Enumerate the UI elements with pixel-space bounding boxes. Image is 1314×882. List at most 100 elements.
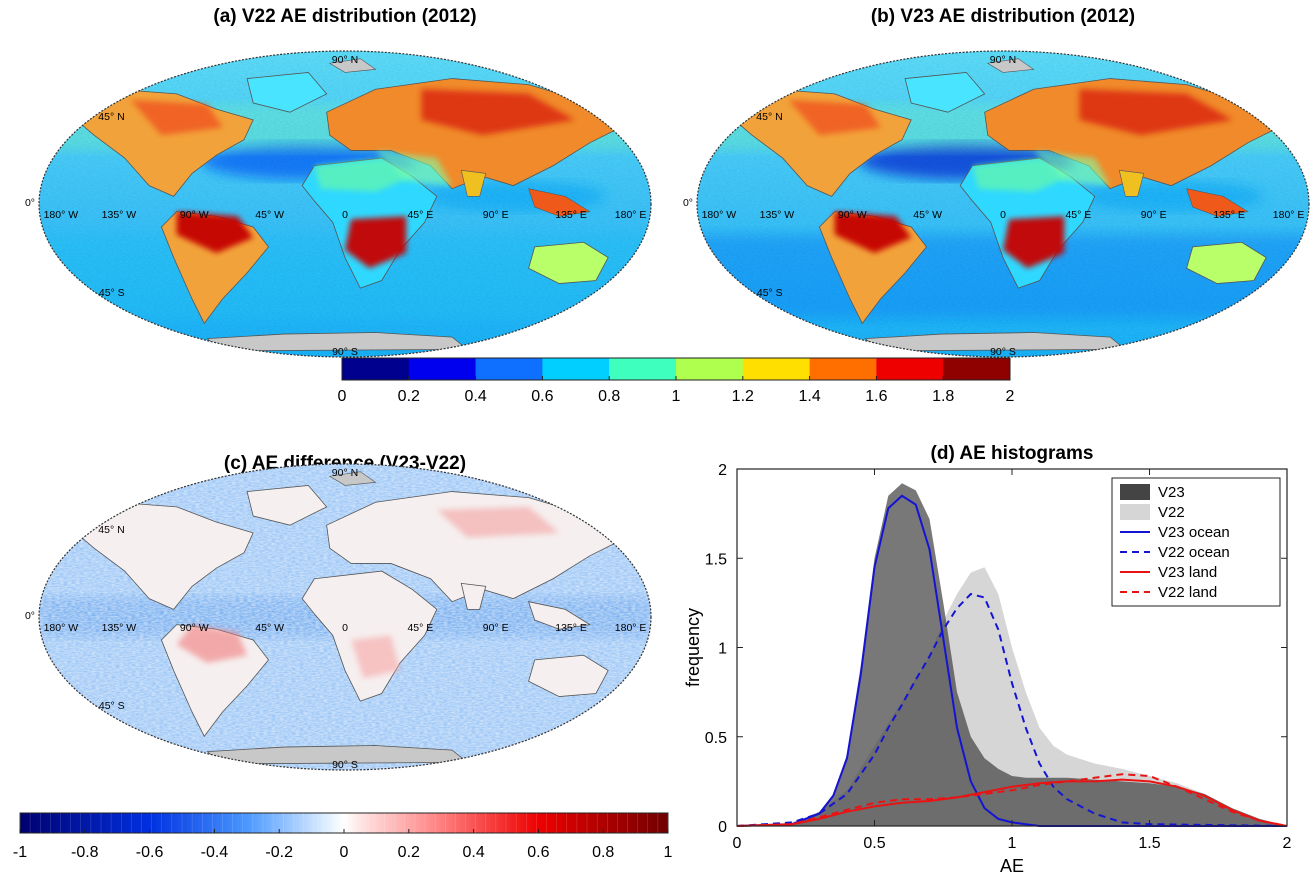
label-lon: 45° W — [255, 209, 284, 221]
colorbar-tick-label: 0 — [338, 388, 347, 405]
label-north: 90° N — [332, 54, 358, 66]
colorbar-tick-label: 0.2 — [398, 844, 420, 861]
colorbar-tick-label: 1.4 — [798, 388, 820, 405]
colorbar-swatch — [742, 358, 811, 380]
colorbar-tick-label: 0.8 — [598, 388, 620, 405]
label-equator: 0° — [25, 610, 35, 622]
colorbar-swatch — [542, 358, 610, 380]
label-lon: 0 — [342, 209, 348, 221]
colorbar-tick-label: 0.4 — [462, 844, 484, 861]
colorbar-tick-label: 0 — [340, 844, 349, 861]
x-axis-label: AE — [1000, 856, 1024, 876]
label-lon: 180° E — [1273, 209, 1305, 221]
label-lon: 45° E — [407, 622, 433, 634]
colorbar-tick-label: -0.6 — [136, 844, 164, 861]
label-lon: 45° W — [255, 622, 284, 634]
y-tick-label: 1.5 — [705, 551, 727, 568]
x-tick-label: 0.5 — [863, 835, 885, 852]
colorbar-tick-label: -0.8 — [71, 844, 99, 861]
label-45n: 45° N — [98, 524, 124, 536]
label-lon: 180° E — [615, 209, 647, 221]
label-lon: 180° W — [44, 622, 79, 634]
map-outline — [38, 50, 652, 358]
legend-swatch — [1120, 484, 1150, 500]
colorbar-tick-label: 0.4 — [464, 388, 486, 405]
colorbar-swatch — [876, 358, 944, 380]
colorbar-swatch — [809, 358, 877, 380]
label-lon: 90° E — [483, 209, 509, 221]
colorbar-tick-label: 1.2 — [732, 388, 754, 405]
legend-label: V22 land — [1158, 584, 1217, 601]
label-south: 90° S — [332, 759, 358, 771]
colorbar-ae: 0 0.2 0.4 0.6 0.8 1 1.2 1.4 1.6 1.8 2 — [338, 357, 1015, 405]
histogram-chart: (d) AE histograms 0 0.5 1 1.5 2 0 0.5 1 1.5 2 AE fre… — [683, 443, 1292, 876]
label-lon: 135° W — [760, 209, 795, 221]
label-45n: 45° N — [98, 111, 124, 123]
y-tick-label: 2 — [718, 462, 727, 479]
map-panel-a: (a) V22 AE distribution (2012) 90° N 90° S… — [25, 6, 652, 358]
panel-title: (a) V22 AE distribution (2012) — [213, 6, 476, 27]
label-lon: 135° W — [102, 209, 137, 221]
x-tick-label: 0 — [733, 835, 742, 852]
legend-label: V23 — [1158, 484, 1185, 501]
series-line-v22-ocean — [736, 592, 1288, 827]
colorbar-swatch — [342, 358, 410, 380]
label-lon: 90° W — [180, 622, 209, 634]
label-45s: 45° S — [99, 287, 125, 299]
colorbar-swatch — [475, 358, 543, 380]
label-45n: 45° N — [756, 111, 782, 123]
series-line-v22-land — [736, 773, 1288, 827]
colorbar-tick-label: 1.6 — [865, 388, 887, 405]
label-equator: 0° — [683, 197, 693, 209]
y-tick-label: 0.5 — [705, 730, 727, 747]
legend: V23 V22 V23 ocean V22 ocean V23 land V22 land — [1111, 477, 1281, 607]
label-lon: 90° E — [483, 622, 509, 634]
legend-label: V23 land — [1158, 564, 1217, 581]
label-lon: 180° E — [615, 622, 647, 634]
map-panel-c: (c) AE difference (V23-V22)90° N90° S45°… — [25, 453, 652, 771]
colorbar-tick-label: 2 — [1006, 388, 1015, 405]
label-lon: 180° W — [702, 209, 737, 221]
label-lon: 0 — [1000, 209, 1006, 221]
x-tick-label: 1 — [1008, 835, 1017, 852]
label-north: 90° N — [332, 467, 358, 479]
colorbar-tick-label: -0.4 — [201, 844, 229, 861]
colorbar-tick-label: 0.6 — [531, 388, 553, 405]
colorbar-swatch — [408, 358, 477, 380]
label-lon: 90° W — [838, 209, 867, 221]
colorbar-tick-label: -0.2 — [265, 844, 293, 861]
colorbar-tick-label: -1 — [13, 844, 27, 861]
chart-title: (d) AE histograms — [931, 443, 1094, 464]
label-south: 90° S — [332, 346, 358, 358]
legend-label: V23 ocean — [1158, 524, 1230, 541]
label-lon: 90° W — [180, 209, 209, 221]
label-equator: 0° — [25, 197, 35, 209]
label-lon: 135° E — [1213, 209, 1245, 221]
label-45s: 45° S — [99, 700, 125, 712]
colorbar-difference: -1 -0.8 -0.6 -0.4 -0.2 0 0.2 0.4 0.6 0.8 1 — [13, 812, 673, 861]
y-tick-label: 0 — [718, 819, 727, 836]
label-lon: 135° E — [555, 622, 587, 634]
legend-swatch — [1120, 504, 1150, 520]
label-lon: 180° W — [44, 209, 79, 221]
label-lon: 135° W — [102, 622, 137, 634]
colorbar-swatch — [676, 358, 744, 380]
map-panel-b: (b) V23 AE distribution (2012) 90° N 90° S… — [683, 6, 1310, 358]
x-tick-label: 1.5 — [1138, 835, 1160, 852]
map-outline — [38, 463, 652, 771]
label-lon: 135° E — [555, 209, 587, 221]
x-tick-label: 2 — [1283, 835, 1292, 852]
colorbar-swatch — [943, 358, 1011, 380]
label-45s: 45° S — [757, 287, 783, 299]
label-north: 90° N — [990, 54, 1016, 66]
colorbar-tick-label: 1 — [664, 844, 673, 861]
panel-title: (b) V23 AE distribution (2012) — [871, 6, 1135, 27]
colorbar-swatch — [609, 358, 677, 380]
colorbar-tick-label: 0.2 — [398, 388, 420, 405]
label-lon: 45° W — [913, 209, 942, 221]
y-axis-label: frequency — [683, 608, 703, 687]
colorbar-tick-label: 0.8 — [592, 844, 614, 861]
colorbar-tick-label: 0.6 — [527, 844, 549, 861]
legend-label: V22 ocean — [1158, 544, 1230, 561]
